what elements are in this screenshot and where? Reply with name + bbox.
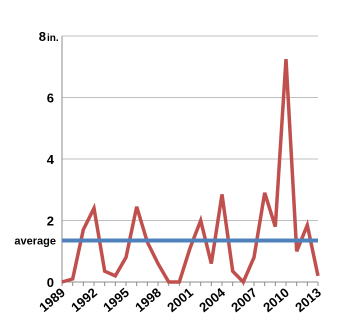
y-unit-label: in.	[47, 33, 59, 44]
x-tick-label: 2004	[196, 284, 228, 315]
grid-layer	[62, 35, 318, 221]
y-tick-label: 0	[47, 275, 54, 290]
x-tick-label: 1998	[132, 285, 164, 315]
average-reference: average	[14, 235, 318, 247]
x-tick-labels: 1989 1992 1995 1998 2001 2004 2007 2010 2013	[36, 284, 324, 315]
x-tick-label: 2001	[164, 285, 196, 315]
x-tick-label: 2007	[228, 285, 260, 315]
x-tick-label: 1992	[68, 285, 100, 315]
y-tick-label: 2	[47, 214, 54, 229]
y-tick-label: 6	[47, 91, 54, 106]
y-tick-label: 4	[47, 152, 55, 167]
axis-layer	[61, 36, 319, 286]
series-line-snowfall	[61, 58, 320, 286]
x-tick-label: 2010	[260, 285, 292, 315]
x-tick-label: 1995	[100, 285, 132, 315]
x-tick-label: 2013	[292, 285, 324, 315]
series-layer	[61, 58, 320, 286]
average-label: average	[14, 235, 56, 247]
x-tick-label: 1989	[36, 285, 68, 315]
y-tick-label: 8	[39, 29, 46, 44]
y-tick-labels: 0 2 4 6 8	[39, 29, 55, 290]
